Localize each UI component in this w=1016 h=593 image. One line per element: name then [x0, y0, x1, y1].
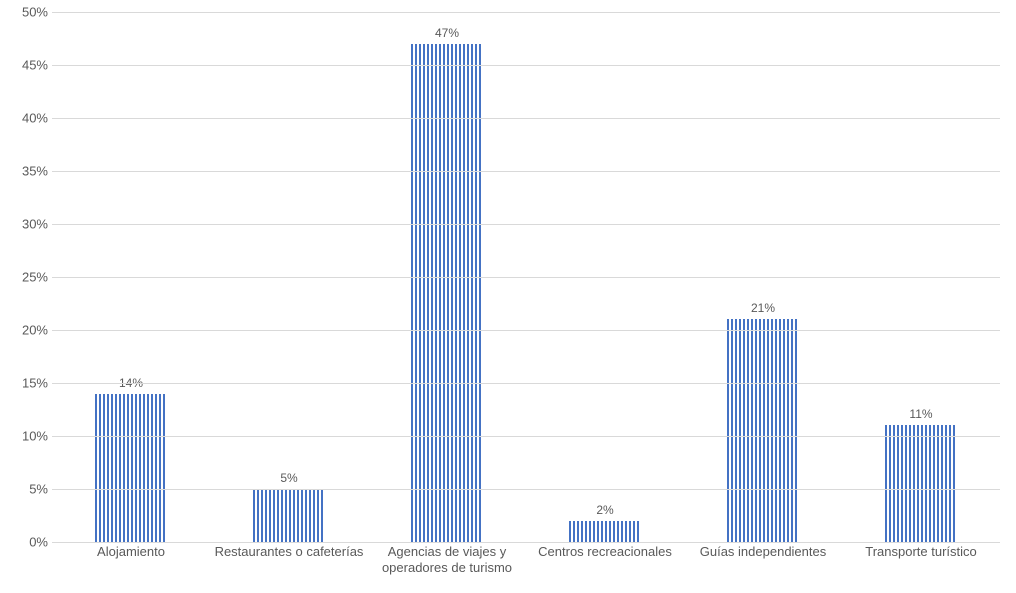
gridline — [52, 383, 1000, 384]
y-tick-label: 30% — [22, 217, 48, 232]
bar: 14% — [95, 394, 166, 542]
bar-value-label: 5% — [253, 471, 324, 485]
bar-chart: 14% 5% 47% 2% 21% 11% 0% 5% 10% 15% 20% 25% 30% 35% 4… — [0, 0, 1016, 593]
bar: 2% — [569, 521, 640, 542]
bar-value-label: 11% — [885, 407, 956, 421]
y-tick-label: 35% — [22, 164, 48, 179]
bar: 5% — [253, 489, 324, 542]
y-tick-label: 50% — [22, 5, 48, 20]
x-tick-label: Guías independientes — [684, 544, 842, 560]
bar-value-label: 47% — [411, 26, 482, 40]
bar-fill — [885, 425, 956, 542]
y-tick-label: 20% — [22, 323, 48, 338]
gridline — [52, 118, 1000, 119]
bar-fill — [569, 521, 640, 542]
y-tick-label: 25% — [22, 270, 48, 285]
x-tick-label: Agencias de viajes y operadores de turis… — [368, 544, 526, 577]
gridline — [52, 277, 1000, 278]
bar-value-label: 2% — [569, 503, 640, 517]
x-tick-label: Alojamiento — [52, 544, 210, 560]
y-tick-label: 40% — [22, 111, 48, 126]
y-tick-label: 10% — [22, 429, 48, 444]
bar-fill — [95, 394, 166, 542]
gridline — [52, 65, 1000, 66]
gridline — [52, 12, 1000, 13]
gridline — [52, 489, 1000, 490]
x-tick-label: Centros recreacionales — [526, 544, 684, 560]
y-tick-label: 45% — [22, 58, 48, 73]
bar-value-label: 21% — [727, 301, 798, 315]
x-tick-label: Restaurantes o cafeterías — [210, 544, 368, 560]
bar: 11% — [885, 425, 956, 542]
gridline — [52, 330, 1000, 331]
y-tick-label: 0% — [29, 535, 48, 550]
bar-fill — [253, 489, 324, 542]
y-tick-label: 15% — [22, 376, 48, 391]
gridline — [52, 171, 1000, 172]
gridline — [52, 224, 1000, 225]
y-tick-label: 5% — [29, 482, 48, 497]
bar-fill — [727, 319, 798, 542]
gridline — [52, 436, 1000, 437]
plot-area: 14% 5% 47% 2% 21% 11% — [52, 12, 1000, 543]
x-tick-label: Transporte turístico — [842, 544, 1000, 560]
bar: 21% — [727, 319, 798, 542]
